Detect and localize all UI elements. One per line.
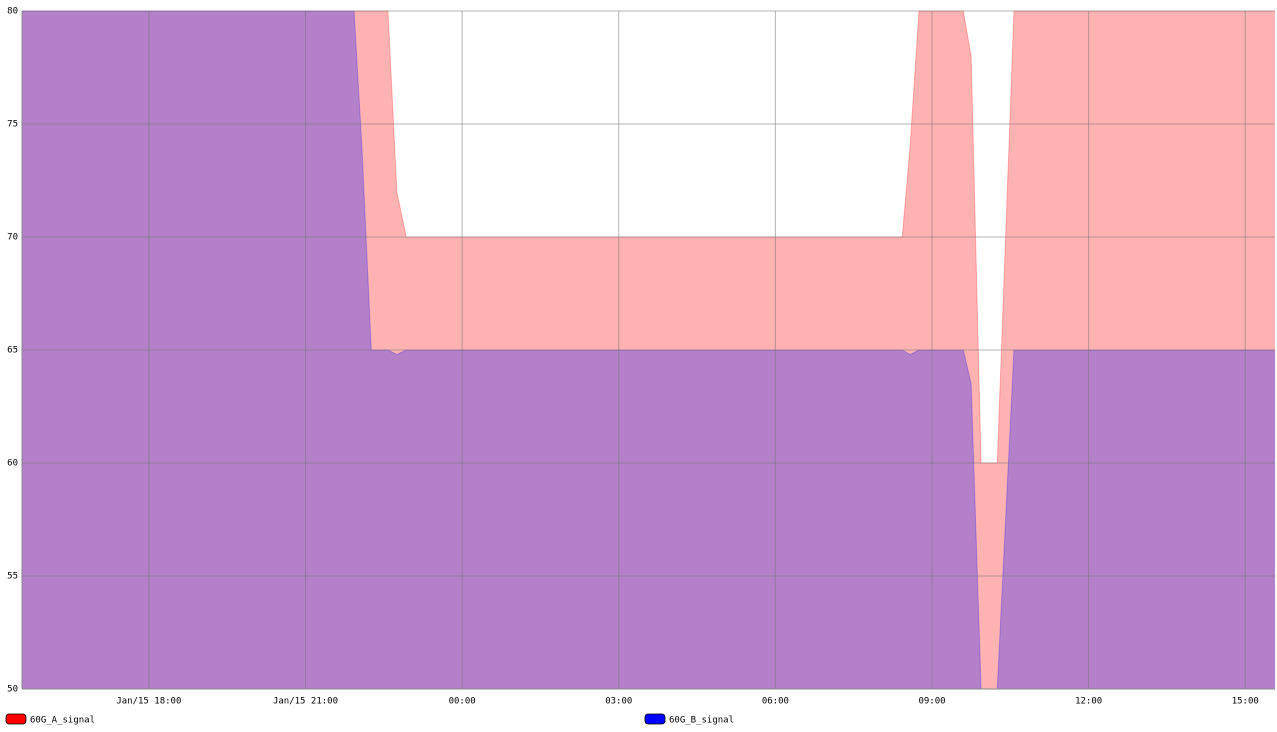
legend-swatch: [5, 713, 27, 725]
y-tick-label: 65: [7, 346, 18, 356]
x-tick-label: 12:00: [1075, 697, 1102, 707]
x-tick-label: Jan/15 18:00: [116, 697, 181, 707]
x-tick-label: Jan/15 21:00: [273, 697, 338, 707]
legend-label: 60G_B_signal: [669, 716, 734, 726]
x-tick-label: 03:00: [605, 697, 632, 707]
y-tick-label: 60: [7, 459, 18, 469]
x-tick-label: 00:00: [449, 697, 476, 707]
y-tick-label: 70: [7, 233, 18, 243]
y-tick-label: 50: [7, 685, 18, 695]
x-tick-label: 15:00: [1232, 697, 1259, 707]
y-tick-label: 75: [7, 120, 18, 130]
legend-swatch: [644, 713, 666, 725]
legend-label: 60G_A_signal: [30, 716, 95, 726]
y-tick-label: 80: [7, 7, 18, 17]
y-tick-label: 55: [7, 572, 18, 582]
x-tick-label: 06:00: [762, 697, 789, 707]
x-tick-label: 09:00: [918, 697, 945, 707]
